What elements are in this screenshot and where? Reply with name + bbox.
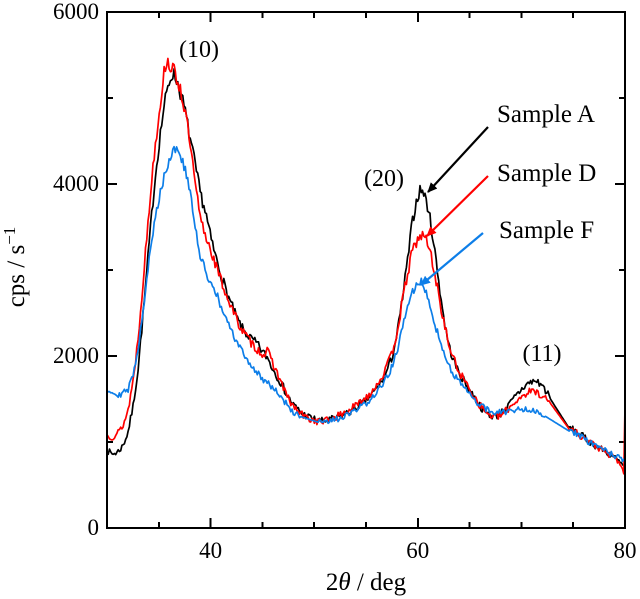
y-tick-label: 4000 (53, 171, 99, 196)
legend-arrow-sample-f (420, 232, 484, 286)
series-curves (108, 57, 624, 475)
legend-annotations: Sample A Sample D Sample F (420, 101, 596, 286)
y-axis-title: cps / s−1 (0, 227, 30, 308)
x-title-theta: θ (338, 569, 350, 596)
y-title-superscript: −1 (0, 227, 19, 245)
legend-entry-sample-d: Sample D (426, 160, 596, 237)
peak-labels: (10) (20) (11) (179, 37, 562, 367)
legend-label-sample-a: Sample A (497, 101, 595, 128)
x-title-prefix: 2 (326, 569, 339, 596)
peak-label-20: (20) (364, 166, 404, 192)
plot-border (106, 11, 626, 529)
plot-frame (106, 11, 626, 529)
peak-label-11: (11) (522, 341, 561, 367)
axis-ticks (108, 11, 626, 529)
legend-arrow-sample-d (426, 175, 489, 237)
axis-tick-labels: 0 2000 4000 6000 40 60 80 (53, 0, 637, 563)
y-tick-label: 2000 (53, 343, 99, 368)
curve-sample-a (108, 68, 624, 468)
curve-sample-d (108, 57, 624, 475)
legend-label-sample-d: Sample D (497, 160, 596, 187)
legend-arrow-sample-a (427, 126, 489, 193)
x-tick-label: 80 (614, 538, 637, 563)
x-axis-title: 2θ / deg (326, 569, 407, 596)
legend-label-sample-f: Sample F (499, 217, 594, 244)
x-tick-label: 60 (406, 538, 429, 563)
peak-label-10: (10) (179, 37, 219, 63)
curve-sample-f (108, 145, 624, 463)
y-tick-label: 0 (88, 515, 100, 540)
x-title-suffix: / deg (351, 569, 407, 596)
legend-entry-sample-a: Sample A (427, 101, 595, 193)
y-title-text: cps / s (3, 245, 30, 308)
axis-titles: 2θ / deg cps / s−1 (0, 227, 407, 596)
x-tick-label: 40 (199, 538, 222, 563)
y-tick-label: 6000 (53, 0, 99, 24)
legend-entry-sample-f: Sample F (420, 217, 594, 286)
